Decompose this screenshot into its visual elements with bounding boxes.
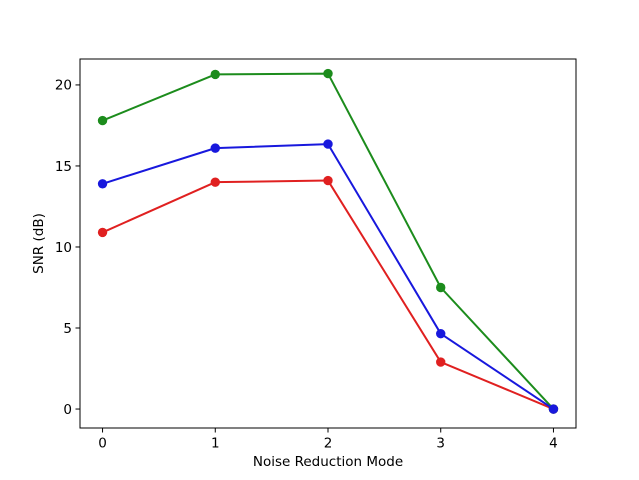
x-tick-label: 1 bbox=[211, 436, 220, 452]
red-series-point bbox=[436, 357, 446, 367]
x-tick-label: 3 bbox=[436, 436, 445, 452]
blue-series-point bbox=[97, 179, 108, 189]
green-series-point bbox=[323, 68, 333, 79]
red-series-point bbox=[323, 175, 333, 186]
blue-series-point bbox=[323, 139, 333, 149]
green-series-point bbox=[210, 69, 220, 80]
y-tick-label: 20 bbox=[55, 78, 72, 94]
y-axis-label: SNR (dB) bbox=[31, 213, 47, 274]
red-series-point bbox=[97, 227, 108, 238]
y-tick-label: 10 bbox=[55, 240, 72, 256]
y-tick-label: 0 bbox=[63, 402, 72, 418]
x-axis-label: Noise Reduction Mode bbox=[253, 454, 403, 470]
blue-series-point bbox=[548, 404, 559, 414]
plot-area: 0 1 2 3 4 0 5 10 15 20 bbox=[55, 58, 577, 452]
x-tick-label: 4 bbox=[549, 436, 558, 452]
green-series-point bbox=[436, 282, 446, 293]
blue-series-point bbox=[210, 143, 220, 153]
x-tick-label: 2 bbox=[324, 436, 333, 452]
y-tick-label: 15 bbox=[55, 159, 72, 175]
y-tick-label: 5 bbox=[63, 321, 72, 337]
x-tick-label: 0 bbox=[98, 436, 107, 452]
blue-series-point bbox=[436, 328, 446, 339]
red-series-point bbox=[210, 177, 220, 187]
axes-frame bbox=[79, 58, 577, 429]
green-series-point bbox=[97, 115, 108, 126]
